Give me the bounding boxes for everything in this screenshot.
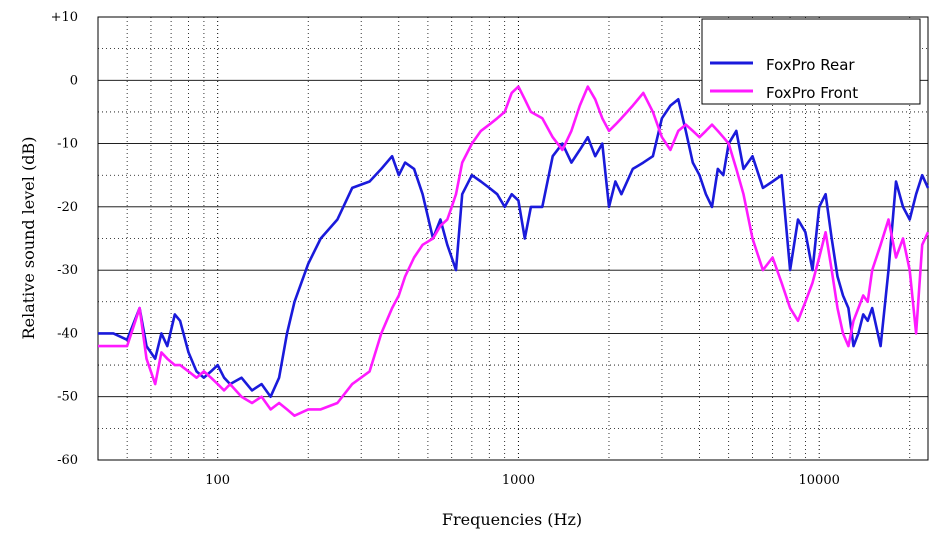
y-tick-label: -10	[57, 137, 78, 152]
y-axis-title: Relative sound level (dB)	[19, 137, 38, 340]
y-tick-label: -20	[57, 200, 78, 215]
y-tick-label: -60	[57, 453, 78, 468]
legend-label-front: FoxPro Front	[766, 84, 858, 102]
y-tick-label: -40	[57, 326, 78, 341]
y-tick-labels: +10 0 -10 -20 -30 -40 -50 -60	[51, 10, 78, 468]
y-tick-label: -30	[57, 263, 78, 278]
legend: FoxPro Rear FoxPro Front	[701, 18, 921, 105]
x-tick-labels: 100 1000 10000	[205, 473, 840, 488]
series-line-rear	[98, 98, 930, 398]
y-tick-label: 0	[70, 73, 78, 88]
x-tick-label: 10000	[799, 473, 840, 488]
y-tick-label: -50	[57, 390, 78, 405]
y-tick-label: +10	[51, 10, 78, 25]
legend-label-rear: FoxPro Rear	[766, 56, 855, 74]
series-line-front	[98, 85, 930, 417]
x-axis-title: Frequencies (Hz)	[442, 510, 582, 529]
x-tick-label: 100	[205, 473, 230, 488]
series-layer	[98, 85, 930, 417]
x-tick-label: 1000	[502, 473, 535, 488]
